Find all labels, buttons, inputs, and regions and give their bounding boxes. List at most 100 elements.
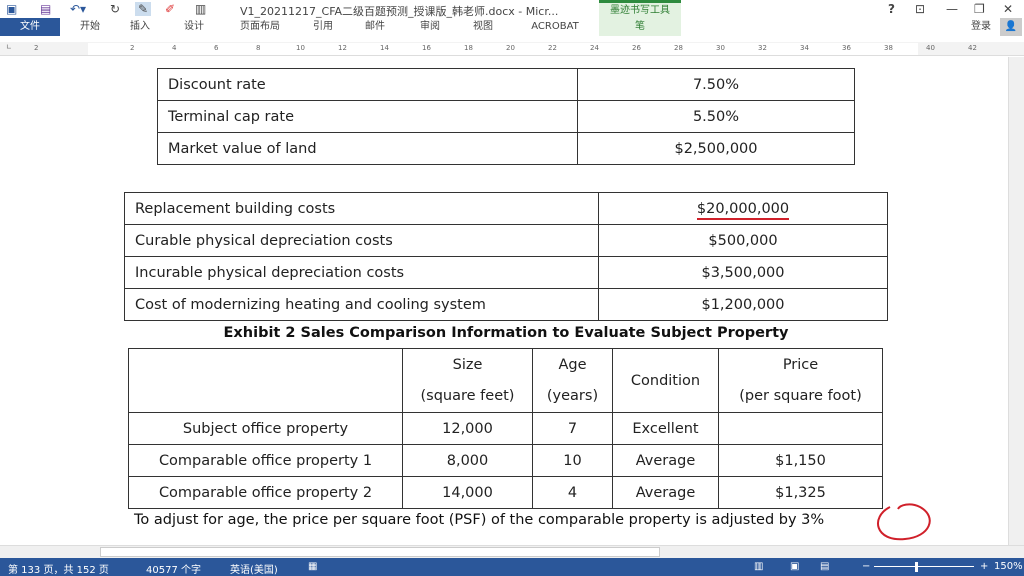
table-cell: $3,500,000 xyxy=(598,256,888,289)
table-row: Cost of modernizing heating and cooling … xyxy=(124,288,888,321)
close-icon[interactable]: ✕ xyxy=(1003,2,1014,16)
print-layout-icon[interactable]: ▣ xyxy=(790,561,800,572)
status-bar: 第 133 页，共 152 页 40577 个字 英语(美国) ▦ ▥ ▣ ▤ … xyxy=(0,558,1024,576)
ruler-label: 28 xyxy=(674,44,683,52)
table-row: Subject office property 12,000 7 Excellent xyxy=(128,412,883,445)
valuation-inputs-table: Discount rate 7.50% Terminal cap rate 5.50… xyxy=(157,68,855,165)
table-row: Comparable office property 1 8,000 10 Avera… xyxy=(128,444,883,477)
table-cell: Market value of land xyxy=(157,132,578,165)
zoom-slider[interactable] xyxy=(874,566,974,567)
ruler-label: 12 xyxy=(338,44,347,52)
ruler-label: 2 xyxy=(130,44,135,52)
ribbon-tabs: 文件 开始 插入 设计 页面布局 引用 邮件 审阅 视图 ACROBAT 登录 … xyxy=(0,18,1024,36)
horizontal-scrollbar[interactable] xyxy=(0,545,1024,558)
undo-icon[interactable]: ↶▾ xyxy=(70,2,87,16)
sign-in-link[interactable]: 登录 xyxy=(971,21,991,32)
table-row: Discount rate 7.50% xyxy=(157,68,855,101)
ruler-label: 20 xyxy=(506,44,515,52)
zoom-level[interactable]: 150% xyxy=(994,561,1023,572)
avatar[interactable]: 👤 xyxy=(1000,18,1022,36)
ruler-label: 40 xyxy=(926,44,935,52)
tab-layout[interactable]: 页面布局 xyxy=(240,21,280,32)
underlined-value: $20,000,000 xyxy=(696,200,790,220)
table-cell: $500,000 xyxy=(598,224,888,257)
ruler-label: 38 xyxy=(884,44,893,52)
tab-review[interactable]: 审阅 xyxy=(420,21,440,32)
pen-icon[interactable]: ✎ xyxy=(135,2,152,16)
zoom-in-button[interactable]: + xyxy=(980,561,989,572)
ruler-label: 24 xyxy=(590,44,599,52)
ruler-label: 22 xyxy=(548,44,557,52)
sales-comparison-table: Size (square feet) Age (years) Condition P… xyxy=(128,348,883,509)
vertical-scrollbar[interactable] xyxy=(1008,57,1024,545)
table-cell: Incurable physical depreciation costs xyxy=(124,256,599,289)
ruler-label: 14 xyxy=(380,44,389,52)
tab-insert[interactable]: 插入 xyxy=(130,21,150,32)
table-cell: 7.50% xyxy=(577,68,855,101)
tab-acrobat[interactable]: ACROBAT xyxy=(531,21,579,32)
zoom-slider-thumb[interactable] xyxy=(915,562,918,572)
body-paragraph: To adjust for age, the price per square … xyxy=(134,512,825,528)
table-row: Incurable physical depreciation costs $3,… xyxy=(124,256,888,289)
horizontal-ruler[interactable]: ∟ 2 2 4 6 8 10 12 14 16 18 20 22 24 26 2… xyxy=(0,42,1024,56)
ruler-label: 4 xyxy=(172,44,177,52)
table-cell: Curable physical depreciation costs xyxy=(124,224,599,257)
scrollbar-thumb[interactable] xyxy=(100,547,660,557)
tab-design[interactable]: 设计 xyxy=(184,21,204,32)
read-mode-icon[interactable]: ▥ xyxy=(754,561,764,572)
help-button[interactable]: ? xyxy=(888,2,895,16)
ruler-label: 34 xyxy=(800,44,809,52)
title-bar: ▣ ▤ ↶▾ ↻ ✎ ✐ ▥ V1_20211217_CFA二级百题预测_授课版… xyxy=(0,0,1024,18)
tab-home[interactable]: 开始 xyxy=(80,21,100,32)
web-layout-icon[interactable]: ▤ xyxy=(820,561,830,572)
ink-circle-annotation xyxy=(877,503,931,541)
ruler-label: 6 xyxy=(214,44,219,52)
tab-file[interactable]: 文件 xyxy=(0,18,60,36)
exhibit-title: Exhibit 2 Sales Comparison Information t… xyxy=(223,325,789,341)
ruler-label: 26 xyxy=(632,44,641,52)
macro-icon[interactable]: ▦ xyxy=(308,561,318,572)
condition-header: Condition xyxy=(612,348,719,413)
tab-mailings[interactable]: 邮件 xyxy=(365,21,385,32)
table-cell: 5.50% xyxy=(577,100,855,133)
table-cell: Discount rate xyxy=(157,68,578,101)
minimize-icon[interactable]: — xyxy=(946,2,958,16)
table-cell: $20,000,000 xyxy=(598,192,888,225)
ruler-label: 18 xyxy=(464,44,473,52)
language[interactable]: 英语(美国) xyxy=(230,565,278,576)
ruler-label: 30 xyxy=(716,44,725,52)
ruler-label: 32 xyxy=(758,44,767,52)
table-cell: Replacement building costs xyxy=(124,192,599,225)
ink-tools-context: 墨迹书写工具 笔 xyxy=(599,0,681,36)
eraser-icon[interactable]: ✐ xyxy=(165,2,176,16)
ruler-label: 36 xyxy=(842,44,851,52)
table-cell: $1,200,000 xyxy=(598,288,888,321)
context-group-label: 墨迹书写工具 xyxy=(610,5,670,16)
ruler-label: 10 xyxy=(296,44,305,52)
page-count[interactable]: 第 133 页，共 152 页 xyxy=(8,565,109,576)
table-cell xyxy=(128,348,403,413)
ribbon-display-icon[interactable]: ⊡ xyxy=(915,2,926,16)
layout-icon[interactable]: ▥ xyxy=(195,2,207,16)
save-icon[interactable]: ▤ xyxy=(40,2,52,16)
tab-references[interactable]: 引用 xyxy=(313,21,333,32)
tab-view[interactable]: 视图 xyxy=(473,21,493,32)
price-header: Price (per square foot) xyxy=(718,348,883,413)
table-row: Replacement building costs $20,000,000 xyxy=(124,192,888,225)
tab-selector-icon[interactable]: ∟ xyxy=(6,43,12,51)
age-header: Age (years) xyxy=(532,348,613,413)
table-row: Comparable office property 2 14,000 4 Avera… xyxy=(128,476,883,509)
zoom-out-button[interactable]: − xyxy=(862,561,871,572)
table-cell: Cost of modernizing heating and cooling … xyxy=(124,288,599,321)
table-header-row: Size (square feet) Age (years) Condition P… xyxy=(128,348,883,413)
word-count[interactable]: 40577 个字 xyxy=(146,565,201,576)
window-title: V1_20211217_CFA二级百题预测_授课版_韩老师.docx - Mic… xyxy=(240,5,559,18)
tab-pen[interactable]: 笔 xyxy=(635,21,645,32)
table-cell: $2,500,000 xyxy=(577,132,855,165)
restore-icon[interactable]: ❐ xyxy=(974,2,985,16)
redo-icon[interactable]: ↻ xyxy=(110,2,121,16)
ruler-label: 2 xyxy=(34,44,39,52)
size-header: Size (square feet) xyxy=(402,348,533,413)
table-row: Curable physical depreciation costs $500,… xyxy=(124,224,888,257)
document-page[interactable]: Discount rate 7.50% Terminal cap rate 5.50… xyxy=(0,57,1024,545)
